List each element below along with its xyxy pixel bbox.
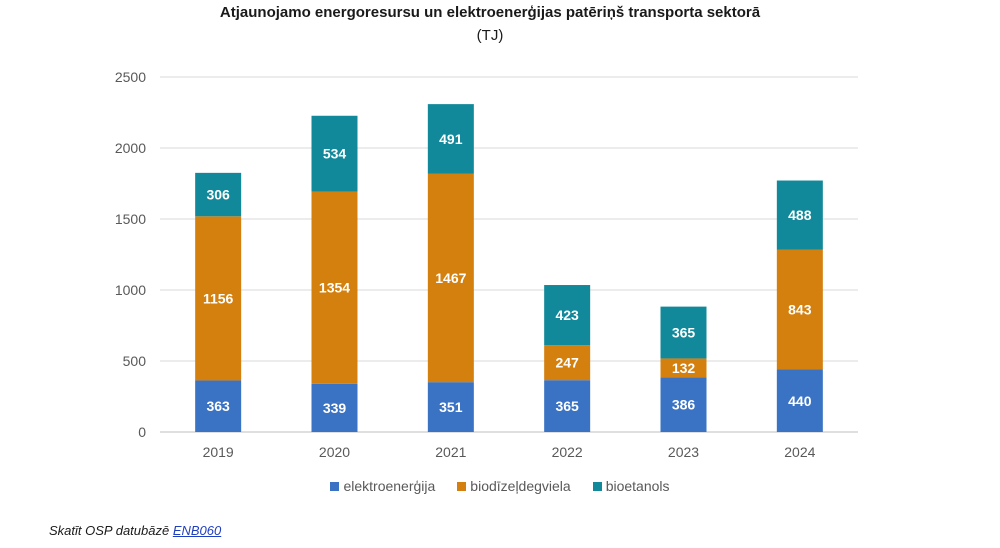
- data-label: 132: [672, 360, 696, 376]
- data-label: 491: [439, 131, 463, 147]
- data-label: 247: [555, 355, 579, 371]
- legend-swatch: [457, 481, 467, 491]
- x-tick-label: 2022: [552, 444, 583, 460]
- chart-subtitle: (TJ): [476, 27, 504, 44]
- bar-segment-elektroenerģija: [311, 383, 358, 432]
- bar-segment-bioetanols: [311, 115, 358, 192]
- legend-swatch: [330, 481, 340, 491]
- chart-title: Atjaunojamo energoresursu un elektroener…: [219, 4, 761, 21]
- bar-segment-biodīzeļdegviela: [660, 358, 707, 378]
- y-tick-label: 2000: [115, 140, 146, 156]
- bar-segment-bioetanols: [776, 180, 823, 250]
- data-label: 423: [555, 307, 579, 323]
- bar-segment-elektroenerģija: [195, 380, 242, 432]
- data-label: 386: [672, 397, 696, 413]
- data-label: 351: [439, 399, 463, 415]
- bar-segment-elektroenerģija: [660, 377, 707, 432]
- enb060-link[interactable]: ENB060: [172, 523, 222, 538]
- bar-segment-elektroenerģija: [776, 369, 823, 432]
- chart-legend: elektroenerģija biodīzeļdegviela bioetanol…: [0, 478, 1000, 494]
- chart-plot: 0 500 1000 1500 2000 2500 363 1156 306 2019 339 135…: [115, 69, 858, 460]
- data-label: 1156: [203, 290, 234, 306]
- data-label: 363: [206, 398, 230, 414]
- legend-item: bioetanols: [592, 478, 670, 494]
- footer-text: Skatīt OSP datubāzē: [49, 523, 173, 538]
- data-label: 440: [788, 393, 812, 409]
- y-tick-label: 1000: [115, 282, 146, 298]
- bar-segment-bioetanols: [427, 104, 474, 174]
- data-label: 1467: [435, 270, 466, 286]
- bar-segment-bioetanols: [195, 172, 242, 217]
- legend-label: elektroenerģija: [343, 478, 436, 494]
- x-tick-label: 2023: [668, 444, 699, 460]
- legend-label: biodīzeļdegviela: [470, 478, 571, 494]
- data-label: 306: [206, 187, 230, 203]
- bar-segment-biodīzeļdegviela: [544, 345, 591, 381]
- legend-label: bioetanols: [605, 478, 670, 494]
- data-label: 488: [788, 207, 812, 223]
- data-label: 365: [555, 398, 579, 414]
- legend-swatch: [592, 481, 602, 491]
- data-label: 534: [323, 146, 347, 162]
- x-tick-label: 2021: [435, 444, 466, 460]
- bar-segment-bioetanols: [660, 306, 707, 359]
- x-tick-label: 2024: [784, 444, 815, 460]
- y-tick-label: 2500: [115, 69, 146, 85]
- x-tick-label: 2020: [319, 444, 350, 460]
- legend-item: elektroenerģija: [330, 478, 435, 494]
- bar-segment-elektroenerģija: [544, 380, 591, 432]
- bar-segment-biodīzeļdegviela: [427, 173, 474, 383]
- data-label: 339: [323, 400, 347, 416]
- data-label: 1354: [319, 280, 350, 296]
- data-label: 843: [788, 302, 812, 318]
- data-label: 365: [672, 325, 696, 341]
- footer-note: Skatīt OSP datubāzē ENB060: [49, 523, 221, 538]
- x-tick-label: 2019: [203, 444, 234, 460]
- y-tick-label: 0: [138, 424, 146, 440]
- bar-segment-biodīzeļdegviela: [195, 216, 242, 381]
- legend-item: biodīzeļdegviela: [457, 478, 571, 494]
- bar-segment-elektroenerģija: [427, 382, 474, 432]
- bar-segment-biodīzeļdegviela: [311, 191, 358, 384]
- y-tick-label: 1500: [115, 211, 146, 227]
- bar-segment-bioetanols: [544, 285, 591, 346]
- bar-segment-biodīzeļdegviela: [776, 249, 823, 370]
- y-tick-label: 500: [123, 353, 147, 369]
